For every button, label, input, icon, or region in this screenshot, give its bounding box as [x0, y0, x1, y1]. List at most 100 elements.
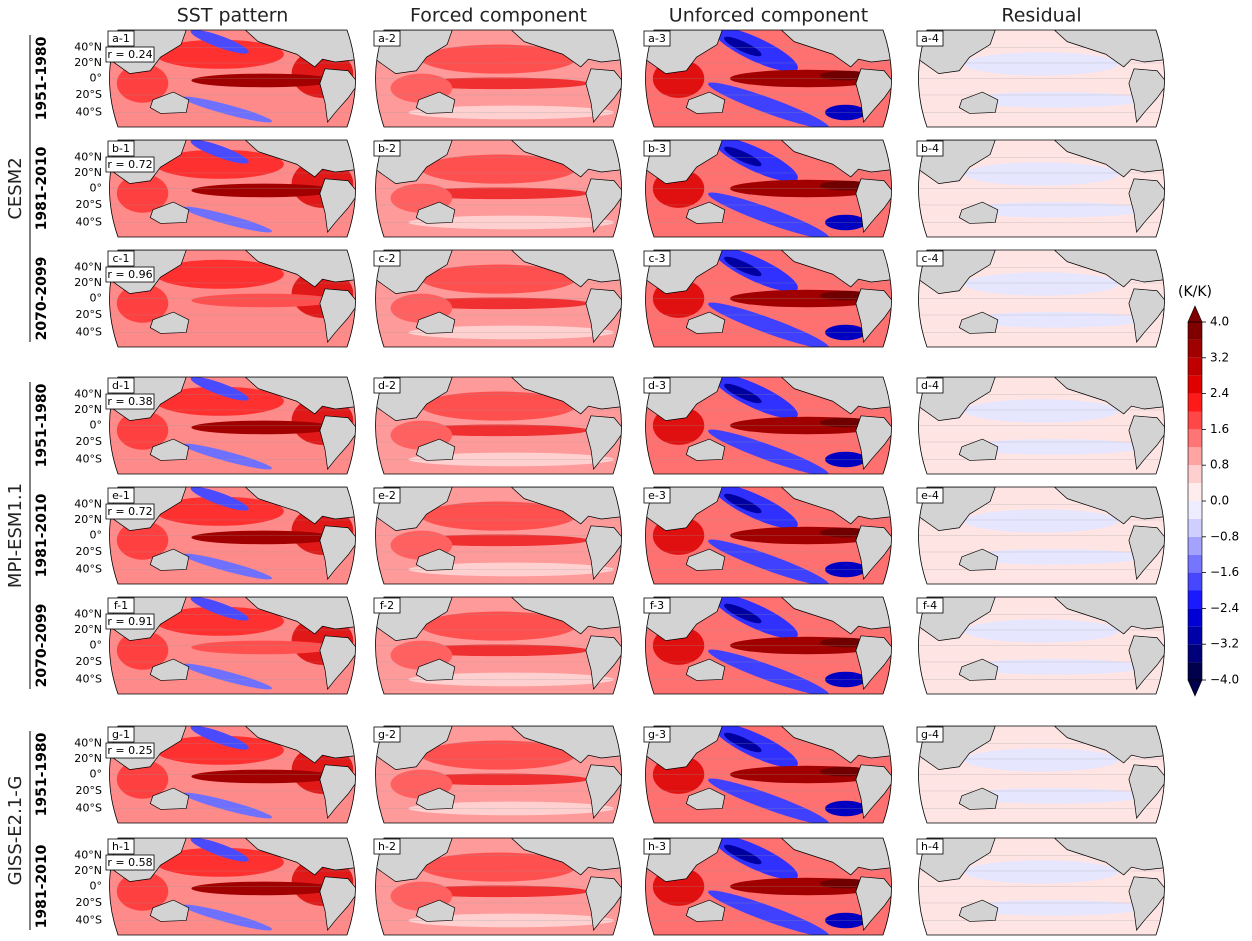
lat-label: 40°N [74, 387, 102, 400]
map [370, 30, 627, 127]
map [104, 250, 361, 347]
colorbar-segment [1188, 608, 1202, 626]
colorbar-segment [1188, 662, 1202, 680]
panel-label: b-3 [648, 142, 666, 155]
panel-label: c-2 [378, 252, 395, 265]
colorbar-tick-label: 0.0 [1210, 494, 1229, 508]
colorbar-segment [1188, 447, 1202, 465]
period-label: 1951-1980 [34, 36, 50, 120]
period-label: 1981-2010 [34, 844, 50, 928]
map [640, 476, 897, 592]
map [913, 377, 1170, 474]
model-name: MPI-ESM1.1 [5, 483, 26, 588]
map [640, 586, 897, 702]
panel-label: g-2 [378, 728, 396, 741]
lat-label: 0° [90, 880, 103, 893]
colorbar-segment [1188, 626, 1202, 644]
lat-label: 0° [90, 72, 103, 85]
map [913, 140, 1170, 237]
colorbar-segment [1188, 358, 1202, 376]
r-label: r = 0.72 [107, 505, 152, 518]
panel-label: h-4 [921, 840, 939, 853]
lat-label: 40°S [76, 672, 102, 685]
panel-label: c-3 [648, 252, 665, 265]
lat-label: 20°S [76, 435, 102, 448]
map [913, 487, 1170, 584]
map [370, 597, 627, 694]
colorbar-segment [1188, 591, 1202, 609]
colorbar-segment [1188, 644, 1202, 662]
r-label: r = 0.24 [107, 48, 152, 61]
panel-label: b-4 [921, 142, 939, 155]
column-title: Residual [1001, 5, 1081, 27]
lat-label: 40°N [74, 607, 102, 620]
map [640, 129, 897, 245]
panel-label: a-3 [648, 32, 666, 45]
colorbar-segment [1188, 483, 1202, 501]
colorbar-tick-label: −2.4 [1210, 601, 1239, 615]
colorbar-tick-label: −3.2 [1210, 637, 1239, 651]
panel-label: h-1 [112, 840, 130, 853]
map [640, 715, 897, 831]
panel-label: e-4 [921, 489, 939, 502]
colorbar-segment [1188, 376, 1202, 394]
period-label: 1951-1980 [34, 383, 50, 467]
panel-label: d-4 [921, 379, 939, 392]
panel-label: a-2 [378, 32, 396, 45]
lat-label: 20°N [74, 276, 102, 289]
colorbar-segment [1188, 555, 1202, 573]
panel-label: f-3 [650, 599, 664, 612]
panel-label: f-4 [923, 599, 937, 612]
lat-label: 20°N [74, 513, 102, 526]
colorbar-segment [1188, 537, 1202, 555]
colorbar-tick-label: 1.6 [1210, 422, 1229, 436]
panel-label: d-1 [112, 379, 130, 392]
lat-label: 20°S [76, 198, 102, 211]
panel-label: d-3 [648, 379, 666, 392]
map [640, 827, 897, 937]
r-label: r = 0.91 [107, 615, 152, 628]
panel-label: h-3 [648, 840, 666, 853]
lat-label: 0° [90, 529, 103, 542]
lat-label: 40°N [74, 40, 102, 53]
colorbar-segment [1188, 394, 1202, 412]
r-label: r = 0.25 [107, 744, 152, 757]
figure: SST patternForced componentUnforced comp… [0, 0, 1252, 937]
panel-label: g-1 [112, 728, 130, 741]
lat-label: 20°N [74, 864, 102, 877]
period-label: 1951-1980 [34, 732, 50, 816]
panel-label: g-3 [648, 728, 666, 741]
map [370, 487, 627, 584]
colorbar-segment [1188, 465, 1202, 483]
colorbar-tick-label: 3.2 [1210, 350, 1229, 364]
panel-label: g-4 [921, 728, 939, 741]
map [104, 373, 361, 474]
map [104, 483, 361, 584]
panel-label: b-2 [378, 142, 396, 155]
r-label: r = 0.38 [107, 395, 152, 408]
map [104, 834, 361, 935]
colorbar-segment [1188, 322, 1202, 340]
map [913, 250, 1170, 347]
map [913, 838, 1170, 935]
lat-label: 0° [90, 419, 103, 432]
column-title: Forced component [410, 5, 587, 27]
period-label: 1981-2010 [34, 146, 50, 230]
colorbar-extend [1188, 680, 1202, 696]
panel-label: a-4 [921, 32, 939, 45]
lat-label: 20°N [74, 56, 102, 69]
map [640, 19, 897, 135]
map [640, 239, 897, 355]
panel-label: d-2 [378, 379, 396, 392]
lat-label: 40°S [76, 215, 102, 228]
lat-label: 20°S [76, 655, 102, 668]
lat-label: 40°N [74, 150, 102, 163]
panel-label: a-1 [112, 32, 130, 45]
lat-label: 40°N [74, 848, 102, 861]
column-title: SST pattern [177, 5, 289, 27]
colorbar-tick-label: 4.0 [1210, 315, 1229, 329]
lat-label: 40°S [76, 913, 102, 926]
lat-label: 40°S [76, 325, 102, 338]
lat-label: 20°N [74, 166, 102, 179]
r-label: r = 0.58 [107, 856, 152, 869]
